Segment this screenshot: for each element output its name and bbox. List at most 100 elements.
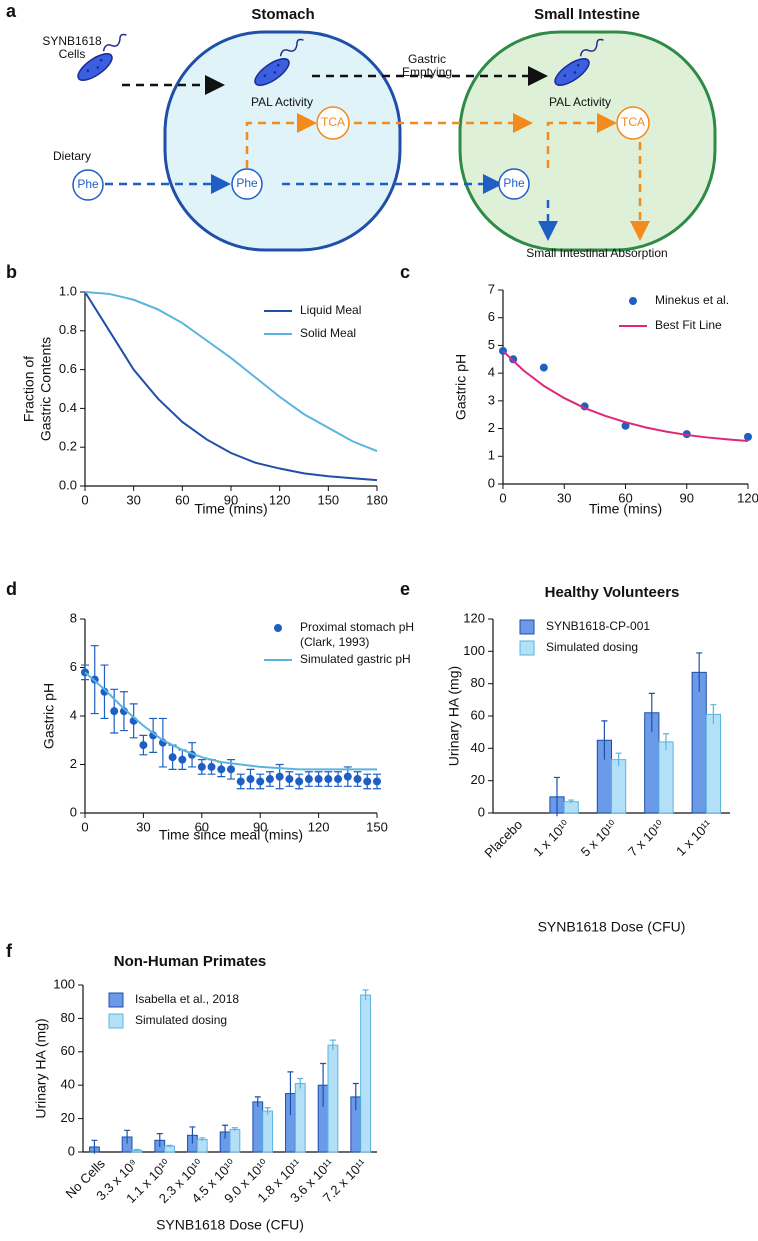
legend-label: Best Fit Line [655, 318, 722, 332]
y-tick-label: 4 [70, 707, 77, 722]
legend-label-box: Simulated dosing [546, 640, 638, 654]
line-series [502, 350, 749, 443]
data-point [334, 775, 343, 784]
y-tick-label: 40 [471, 740, 485, 755]
x-tick-label: 1 x 10¹⁰ [530, 817, 572, 859]
data-point [539, 363, 548, 372]
line-series [84, 671, 377, 771]
phe-label: Phe [77, 177, 99, 191]
legend-label-box: Solid Meal [300, 326, 357, 340]
panel-label: b [6, 262, 17, 282]
error-bar [362, 989, 369, 1001]
error-bar [663, 733, 670, 750]
legend-label: Isabella et al., 2018 [135, 992, 240, 1006]
legend-label: Simulated gastric pH [300, 652, 411, 666]
data-point [256, 777, 265, 786]
error-bar [231, 1127, 238, 1132]
bar [360, 994, 371, 1153]
y-axis-label: Urinary HA (mg) [446, 666, 462, 766]
y-tick-label: 3 [488, 392, 495, 407]
legend-label-box: Isabella et al., 2018 [135, 992, 240, 1006]
panel-label: f [6, 941, 13, 961]
x-tick-label: 90 [224, 492, 238, 507]
data-point [227, 765, 235, 774]
diagram: a Stomach Small Intestine SYNB1618 Cells… [6, 1, 717, 260]
legend-swatch [108, 992, 124, 1008]
error-bar [189, 1126, 196, 1144]
data-point [304, 775, 313, 784]
data-point [110, 707, 119, 716]
pal-label: PAL Activity [251, 95, 313, 109]
error-bar [352, 1082, 359, 1111]
stomach-title: Stomach [251, 6, 314, 23]
y-tick-label: 0 [478, 804, 485, 819]
x-tick-label: 60 [618, 490, 632, 505]
legend-label: Solid Meal [300, 326, 357, 340]
data-point [246, 775, 255, 784]
bar [705, 713, 722, 814]
phe-node [72, 169, 104, 201]
data-point [236, 777, 245, 786]
y-tick-label: 20 [471, 772, 485, 787]
data-point [744, 432, 752, 441]
legend-label-box: SYNB1618-CP-001 [546, 619, 651, 633]
tca-node [316, 106, 350, 140]
x-axis-label: Time (mins) [194, 501, 267, 517]
y-tick-label: 8 [70, 610, 77, 625]
x-tick-label: 90 [253, 819, 267, 834]
tca-label: TCA [321, 115, 345, 129]
data-point [168, 753, 177, 762]
x-tick-label: Placebo [481, 817, 525, 861]
legend-label: Proximal stomach pH (Clark, 1993) [300, 620, 415, 649]
bar [658, 741, 674, 814]
x-tick-label: 0 [81, 819, 88, 834]
legend-label: SYNB1618-CP-001 [546, 619, 651, 633]
data-point [197, 762, 206, 771]
legend-swatch [108, 1013, 124, 1029]
tca-label: TCA [621, 115, 645, 129]
error-bar [553, 776, 560, 817]
x-tick-label: 60 [195, 819, 209, 834]
x-tick-label: 120 [308, 819, 330, 834]
phe-node [231, 168, 263, 200]
legend-swatch [519, 640, 535, 656]
error-bar [710, 704, 717, 725]
legend-label-box: Best Fit Line [655, 318, 722, 332]
x-tick-label: 120 [269, 492, 291, 507]
legend-label-box: Minekus et al. [655, 293, 729, 307]
y-tick-label: 7 [488, 281, 495, 296]
x-tick-label: 30 [557, 490, 571, 505]
y-tick-label: 120 [463, 610, 485, 625]
data-point [373, 777, 381, 786]
y-tick-label: 6 [70, 659, 77, 674]
chart-title: Healthy Volunteers [545, 584, 680, 601]
y-axis-label: Gastric pH [41, 683, 57, 749]
error-bar [601, 720, 608, 760]
emptying-label: Gastric [408, 52, 446, 66]
y-tick-label: 2 [70, 756, 77, 771]
y-tick-label: 0.8 [59, 322, 77, 337]
phe-label: Phe [503, 176, 525, 190]
x-tick-label: 120 [737, 490, 758, 505]
error-bar [329, 1039, 336, 1051]
error-bar [124, 1129, 131, 1144]
x-tick-label: 0 [499, 490, 506, 505]
y-tick-label: 40 [61, 1077, 75, 1092]
x-axis-label: Time since meal (mins) [159, 827, 303, 843]
error-bar [615, 752, 622, 767]
bar [252, 1101, 264, 1153]
x-tick-label: 7 x 10¹⁰ [625, 817, 667, 859]
y-tick-label: 0.6 [59, 361, 77, 376]
arrow [245, 113, 317, 168]
bar [327, 1044, 339, 1153]
x-tick-label: 90 [680, 490, 694, 505]
error-bar [287, 1071, 294, 1116]
x-tick-label: 150 [366, 819, 388, 834]
y-tick-label: 60 [471, 707, 485, 722]
error-bar [648, 692, 655, 733]
error-bar [297, 1077, 304, 1089]
bar [611, 759, 627, 814]
cells-label: SYNB1618 [42, 34, 102, 48]
y-tick-label: 100 [53, 976, 75, 991]
